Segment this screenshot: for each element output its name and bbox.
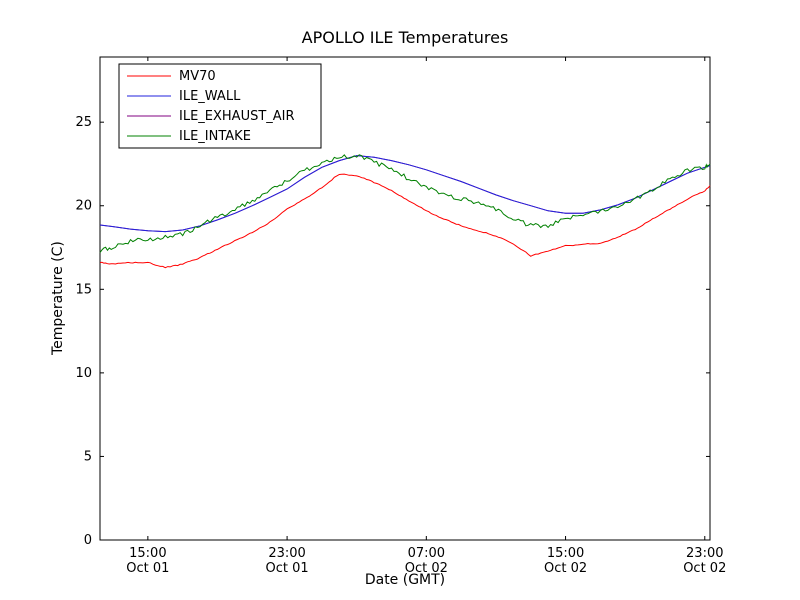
x-tick-date-label: Oct 01 <box>126 561 169 576</box>
y-tick-label: 10 <box>75 366 92 381</box>
series-line-MV70 <box>99 173 711 269</box>
legend-box <box>118 63 322 149</box>
legend-label-MV70: MV70 <box>179 69 216 84</box>
y-tick-label: 5 <box>84 449 92 464</box>
series-line-ILE_INTAKE <box>99 154 711 253</box>
x-tick-time-label: 07:00 <box>408 546 445 561</box>
x-tick-date-label: Oct 01 <box>266 561 309 576</box>
y-tick-label: 15 <box>75 282 92 297</box>
x-axis-label: Date (GMT) <box>364 572 446 588</box>
y-tick-label: 20 <box>75 199 92 214</box>
x-tick-time-label: 23:00 <box>268 546 305 561</box>
x-tick-date-label: Oct 02 <box>683 561 726 576</box>
chart-title: APOLLO ILE Temperatures <box>301 28 509 47</box>
legend: MV70 ILE_WALL ILE_EXHAUST_AIR ILE_INTAKE <box>118 63 322 149</box>
y-axis-label: Temperature (C) <box>50 241 66 356</box>
x-tick-time-label: 23:00 <box>686 546 723 561</box>
y-tick-label: 0 <box>84 533 92 548</box>
y-tick-label: 25 <box>75 115 92 130</box>
series-line-ILE_WALL <box>99 155 711 233</box>
x-tick-time-label: 15:00 <box>129 546 166 561</box>
x-tick-date-label: Oct 02 <box>405 561 448 576</box>
x-tick-date-label: Oct 02 <box>544 561 587 576</box>
x-tick-time-label: 15:00 <box>547 546 584 561</box>
legend-label-ILE_EXHAUST_AIR: ILE_EXHAUST_AIR <box>179 109 295 124</box>
legend-label-ILE_INTAKE: ILE_INTAKE <box>179 129 251 144</box>
legend-label-ILE_WALL: ILE_WALL <box>179 89 241 104</box>
